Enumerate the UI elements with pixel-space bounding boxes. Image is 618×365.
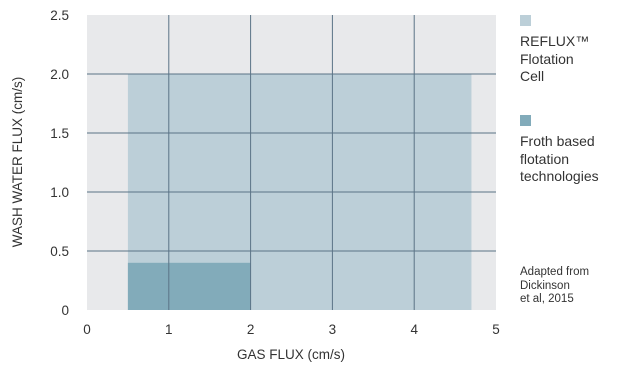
region-froth-based-flotation [127,262,251,310]
y-tick-label: 2.5 [50,8,69,23]
x-tick-label: 5 [492,322,500,337]
x-axis-label: GAS FLUX (cm/s) [237,347,345,362]
y-tick-label: 1.5 [50,126,69,141]
y-tick-label: 0 [61,303,69,318]
y-tick-label: 0.5 [50,244,69,259]
x-tick-label: 3 [329,322,337,337]
legend-item-reflux: REFLUX™ Flotation Cell [520,15,589,86]
x-tick-label: 1 [165,322,173,337]
legend-item-froth: Froth based flotation technologies [520,115,599,186]
x-tick-label: 4 [410,322,418,337]
legend-label-froth: Froth based flotation technologies [520,133,599,184]
x-tick-label: 2 [247,322,255,337]
legend-swatch-froth [520,115,531,126]
x-tick-label: 0 [83,322,91,337]
source-note: Adapted from Dickinson et al, 2015 [520,266,590,305]
legend-label-reflux: REFLUX™ Flotation Cell [520,33,590,84]
y-tick-label: 2.0 [50,67,69,82]
y-tick-label: 1.0 [50,185,69,200]
y-axis-label: WASH WATER FLUX (cm/s) [10,77,25,248]
legend-swatch-reflux [520,15,531,26]
